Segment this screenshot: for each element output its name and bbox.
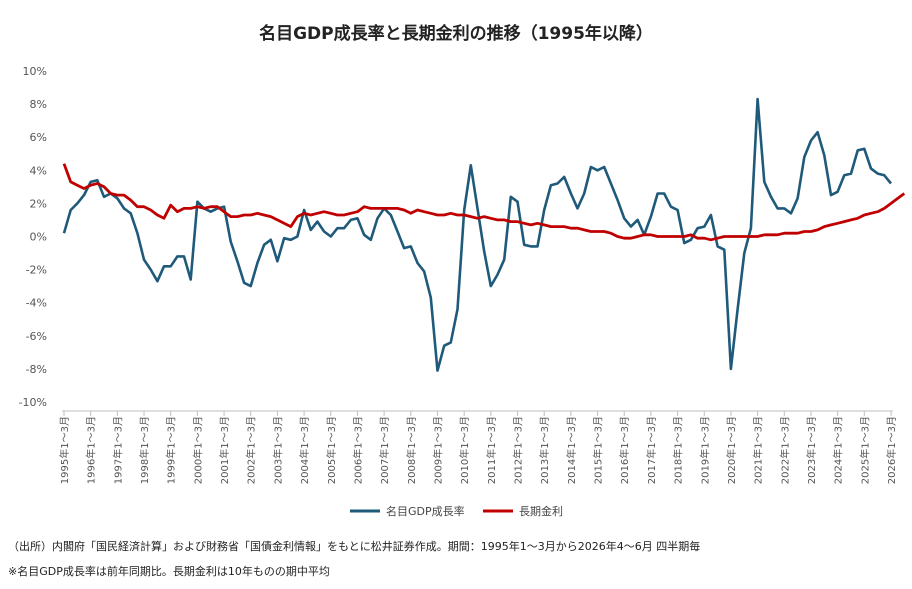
method-note: ※名目GDP成長率は前年同期比。長期金利は10年ものの期中平均 [8, 565, 330, 578]
x-tick-label: 1999年1～3月 [165, 416, 178, 484]
y-tick-label: -10% [19, 396, 47, 409]
x-tick-label: 2008年1～3月 [405, 416, 418, 484]
x-tick-label: 1996年1～3月 [85, 416, 98, 484]
x-tick-label: 2000年1～3月 [191, 416, 204, 484]
plot-area [62, 97, 906, 372]
y-tick-label: 6% [30, 131, 47, 144]
x-tick-label: 2010年1～3月 [458, 416, 471, 484]
y-tick-label: 10% [23, 65, 47, 78]
x-tick-label: 2012年1～3月 [512, 416, 525, 484]
y-tick-label: 8% [30, 98, 47, 111]
legend-label: 名目GDP成長率 [386, 504, 465, 518]
x-tick-label: 1995年1～3月 [58, 416, 71, 484]
series-line-long-term-rate [62, 163, 906, 242]
x-tick-label: 2015年1～3月 [592, 416, 605, 484]
y-tick-label: 0% [30, 231, 47, 244]
source-note: （出所）内閣府「国民経済計算」および財務省「国債金利情報」をもとに松井証券作成。… [8, 540, 701, 553]
series-line-gdp-growth [62, 97, 893, 372]
x-tick-label: 2022年1～3月 [778, 416, 791, 484]
y-axis: 10% 8% 6% 4% 2% 0% -2% -4% -6% -8% -10% [19, 65, 47, 409]
x-tick-label: 2017年1～3月 [645, 416, 658, 484]
x-tick-label: 2019年1～3月 [698, 416, 711, 484]
y-tick-label: -2% [26, 264, 47, 277]
y-tick-label: 2% [30, 197, 47, 210]
x-tick-label: 2006年1～3月 [351, 416, 364, 484]
x-tick-label: 2016年1～3月 [618, 416, 631, 484]
legend-label: 長期金利 [519, 504, 563, 518]
x-tick-label: 2024年1～3月 [832, 416, 845, 484]
y-tick-label: 4% [30, 164, 47, 177]
x-axis: 1995年1～3月 1996年1～3月 1997年1～3月 1998年1～3月 1999… [58, 410, 898, 484]
y-tick-label: -8% [26, 363, 47, 376]
x-tick-label: 2003年1～3月 [271, 416, 284, 484]
x-tick-label: 2009年1～3月 [431, 416, 444, 484]
chart-title: 名目GDP成長率と長期金利の推移（1995年以降） [259, 23, 653, 44]
x-tick-label: 2023年1～3月 [805, 416, 818, 484]
x-tick-label: 2005年1～3月 [325, 416, 338, 484]
x-tick-label: 1997年1～3月 [111, 416, 124, 484]
x-tick-label: 2013年1～3月 [538, 416, 551, 484]
x-tick-label: 2001年1～3月 [218, 416, 231, 484]
x-tick-label: 2026年1～3月 [885, 416, 898, 484]
x-tick-label: 2002年1～3月 [245, 416, 258, 484]
x-tick-label: 2014年1～3月 [565, 416, 578, 484]
x-tick-label: 2025年1～3月 [858, 416, 871, 484]
y-tick-label: -6% [26, 330, 47, 343]
x-tick-label: 2021年1～3月 [752, 416, 765, 484]
x-tick-label: 2018年1～3月 [672, 416, 685, 484]
x-tick-label: 1998年1～3月 [138, 416, 151, 484]
x-tick-label: 2004年1～3月 [298, 416, 311, 484]
y-tick-label: -4% [26, 297, 47, 310]
x-tick-label: 2011年1～3月 [485, 416, 498, 484]
x-tick-label: 2007年1～3月 [378, 416, 391, 484]
legend: 名目GDP成長率 長期金利 [350, 504, 563, 518]
x-tick-label: 2020年1～3月 [725, 416, 738, 484]
